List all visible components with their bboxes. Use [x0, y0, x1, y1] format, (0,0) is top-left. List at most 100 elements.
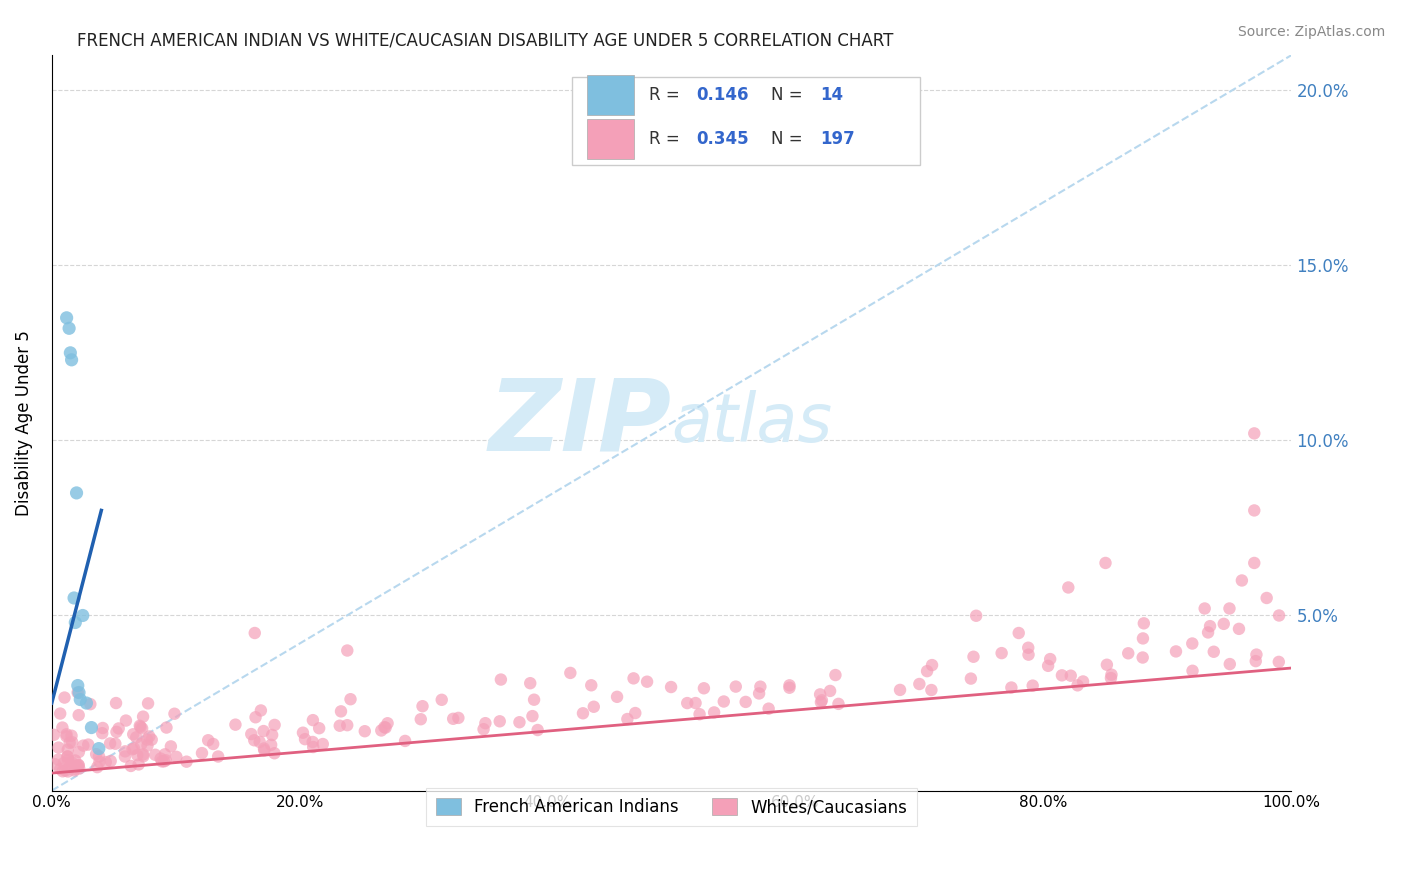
Point [56, 742, 79, 756]
Text: N =: N = [770, 86, 807, 103]
Text: N =: N = [770, 129, 807, 148]
Point [163, 706, 186, 721]
Text: FRENCH AMERICAN INDIAN VS WHITE/CAUCASIAN DISABILITY AGE UNDER 5 CORRELATION CHA: FRENCH AMERICAN INDIAN VS WHITE/CAUCASIA… [77, 31, 894, 49]
Point [67, 685, 90, 699]
Point [155, 721, 177, 735]
Point [693, 681, 716, 696]
Point [685, 696, 707, 710]
Point [302, 713, 325, 727]
Point [1017, 640, 1039, 655]
Point [243, 626, 266, 640]
Point [294, 732, 316, 747]
Point [87, 749, 110, 764]
Point [56, 764, 79, 779]
Point [115, 714, 138, 728]
Point [65, 762, 87, 776]
Point [141, 732, 163, 747]
Point [67, 758, 90, 772]
Point [824, 668, 846, 682]
Point [48, 740, 70, 755]
Point [1039, 652, 1062, 666]
Text: R =: R = [650, 129, 685, 148]
Point [202, 737, 225, 751]
Point [921, 658, 943, 673]
Point [353, 724, 375, 739]
Point [1219, 657, 1241, 671]
Point [889, 682, 911, 697]
Point [125, 731, 148, 745]
Point [441, 712, 464, 726]
Point [53, 764, 76, 778]
Point [63, 754, 86, 768]
Point [56, 749, 79, 764]
Point [60, 729, 83, 743]
Text: R =: R = [650, 86, 685, 103]
Point [260, 738, 283, 752]
Point [252, 724, 274, 739]
Point [908, 677, 931, 691]
FancyBboxPatch shape [588, 75, 634, 115]
Point [94, 755, 117, 769]
Point [1060, 669, 1083, 683]
Point [60, 735, 83, 749]
Point [52, 756, 75, 770]
Point [84, 747, 107, 761]
Point [63, 764, 86, 778]
Point [1246, 648, 1268, 662]
Point [136, 739, 159, 753]
Point [49, 706, 72, 721]
Point [91, 721, 114, 735]
Point [89, 755, 111, 769]
Point [87, 741, 110, 756]
Point [129, 720, 152, 734]
Point [474, 716, 496, 731]
Point [1194, 601, 1216, 615]
Point [560, 665, 582, 680]
Point [1243, 503, 1265, 517]
Point [153, 754, 176, 768]
Point [329, 719, 352, 733]
Point [572, 706, 595, 721]
Point [749, 680, 772, 694]
Point [291, 725, 314, 739]
Point [336, 643, 359, 657]
Point [430, 693, 453, 707]
Point [965, 608, 987, 623]
Point [243, 733, 266, 747]
Point [370, 723, 392, 738]
Point [689, 707, 711, 722]
Point [447, 711, 470, 725]
Point [55, 729, 77, 743]
Point [79, 697, 101, 711]
Point [779, 678, 801, 692]
FancyBboxPatch shape [572, 78, 920, 165]
Point [810, 695, 832, 709]
Point [1197, 625, 1219, 640]
Point [1230, 574, 1253, 588]
Point [132, 747, 155, 762]
Point [207, 749, 229, 764]
Text: 197: 197 [820, 129, 855, 148]
Point [263, 746, 285, 760]
Point [1132, 632, 1154, 646]
Point [1202, 645, 1225, 659]
Point [519, 676, 541, 690]
Point [659, 680, 682, 694]
Point [150, 755, 173, 769]
Point [1243, 556, 1265, 570]
Point [581, 678, 603, 692]
Point [1066, 678, 1088, 692]
Point [377, 716, 399, 731]
Point [582, 699, 605, 714]
Point [67, 762, 90, 776]
Point [1036, 658, 1059, 673]
Point [1000, 681, 1022, 695]
Point [80, 721, 103, 735]
Point [472, 722, 495, 736]
Point [1018, 648, 1040, 662]
Text: 0.345: 0.345 [696, 129, 749, 148]
Point [636, 674, 658, 689]
Point [155, 753, 177, 767]
Point [253, 743, 276, 757]
Point [262, 728, 284, 742]
